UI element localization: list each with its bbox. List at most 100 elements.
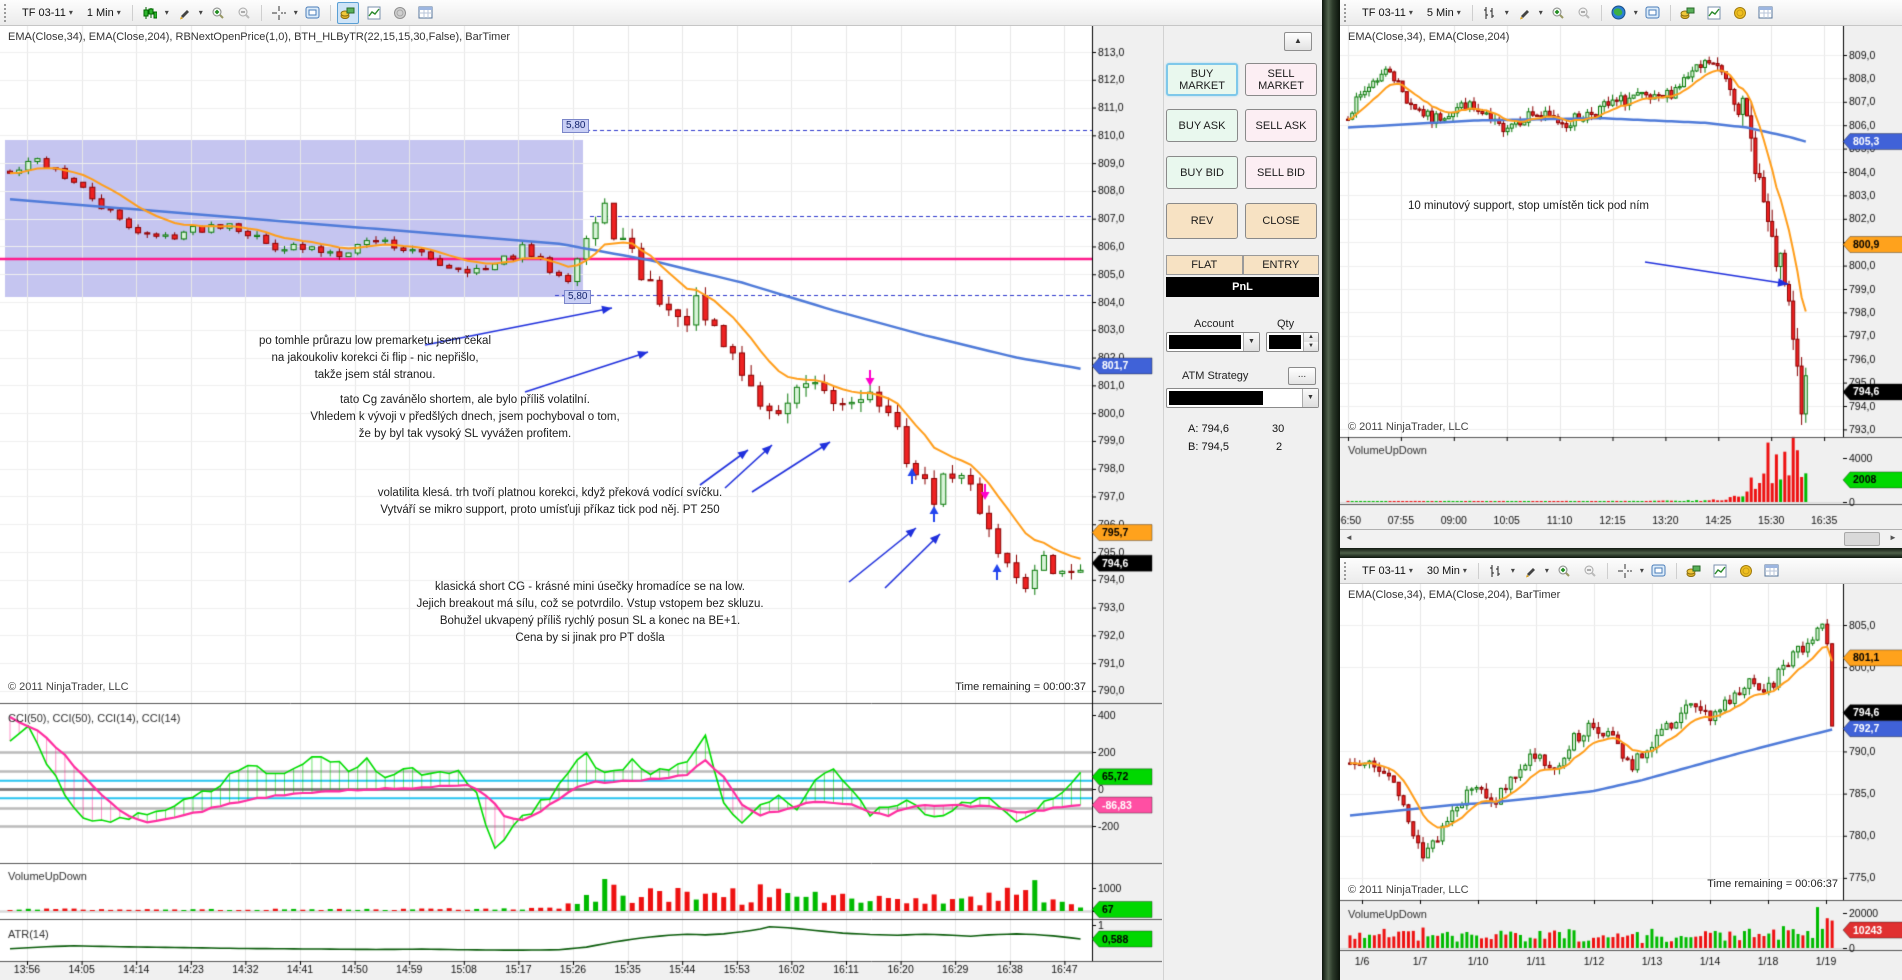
chart-style-icon[interactable] [1479,2,1501,24]
copyright-watermark: © 2011 NinjaTrader, LLC [1348,884,1469,896]
bid-price: B: 794,5 [1188,441,1229,453]
left-chart-window: TF 03-11 ▾ 1 Min ▾ ▾ ▾ ▾ EMA(Close,34), EM… [0,0,1322,980]
left-chart-toolbar: TF 03-11 ▾ 1 Min ▾ ▾ ▾ ▾ [0,0,1322,26]
instrument-selector[interactable]: TF 03-11 ▾ [17,4,78,22]
chevron-down-icon[interactable]: ▾ [293,8,298,17]
chevron-down-icon[interactable]: ▾ [1538,8,1543,17]
scroll-right-icon[interactable]: ► [1889,533,1897,542]
chevron-down-icon[interactable]: ▾ [164,8,169,17]
buy-market-button[interactable]: BUY MARKET [1166,63,1238,96]
chevron-down-icon[interactable]: ▾ [198,8,203,17]
bid-size: 2 [1276,441,1283,453]
crosshair-icon[interactable] [1614,560,1636,582]
indicator-label: EMA(Close,34), EMA(Close,204), BarTimer [1348,589,1561,601]
chevron-down-icon: ▾ [1462,566,1467,575]
chevron-down-icon[interactable]: ▾ [1544,566,1549,575]
close-position-button[interactable]: CLOSE [1245,203,1317,239]
chevron-down-icon[interactable]: ▾ [1510,566,1515,575]
instrument-label: TF 03-11 [22,6,66,19]
grid-properties-icon[interactable] [1755,2,1777,24]
chevron-down-icon: ▾ [68,8,73,17]
zoom-out-icon[interactable] [1579,560,1601,582]
region-zoom-icon[interactable] [302,2,324,24]
buy-ask-button[interactable]: BUY ASK [1166,109,1238,142]
coin-icon[interactable] [1735,560,1757,582]
account-selector[interactable]: ▼ [1166,332,1260,352]
sell-market-button[interactable]: SELL MARKET [1245,63,1317,96]
spinner-down-icon[interactable]: ▼ [1304,342,1318,351]
crosshair-icon[interactable] [268,2,290,24]
chevron-down-icon[interactable]: ▼ [1243,333,1259,351]
chart-trader-icon[interactable] [1677,2,1699,24]
interval-label: 1 Min [86,6,114,19]
zoom-in-icon[interactable] [1547,2,1569,24]
indicator-label: EMA(Close,34), EMA(Close,204), RBNextOpe… [8,31,511,43]
price-chart-canvas-1min[interactable] [0,26,1162,980]
annotation-premarket: po tomhle průrazu low premarketu jsem če… [258,335,492,381]
account-value-redacted [1169,335,1241,349]
coin-icon[interactable] [1729,2,1751,24]
data-series-icon[interactable] [1703,2,1725,24]
position-state-flat: FLAT [1166,255,1243,275]
bottom-right-toolbar: TF 03-11 ▾ 30 Min ▾ ▾ ▾ ▾ [1340,558,1902,584]
chevron-down-icon[interactable]: ▾ [1639,566,1644,575]
scrollbar-thumb[interactable] [1844,532,1880,546]
atm-strategy-options-button[interactable]: ... [1288,367,1316,385]
drawing-tools-icon[interactable] [173,2,195,24]
grid-properties-icon[interactable] [1761,560,1783,582]
interval-selector[interactable]: 1 Min ▾ [82,4,126,22]
chart-trader-panel: ▲ BUY MARKET SELL MARKET BUY ASK SELL AS… [1163,26,1320,980]
toolbar-grip[interactable] [1344,561,1351,580]
globe-icon[interactable] [1608,2,1630,24]
price-chart-canvas-30min[interactable] [1340,584,1902,980]
qty-label: Qty [1277,318,1295,330]
sell-bid-button[interactable]: SELL BID [1245,156,1317,189]
data-series-icon[interactable] [1709,560,1731,582]
toolbar-grip[interactable] [4,3,11,22]
coin-icon[interactable] [389,2,411,24]
chevron-down-icon[interactable]: ▼ [1302,389,1318,407]
interval-selector[interactable]: 30 Min ▾ [1422,562,1472,580]
chevron-down-icon[interactable]: ▾ [1633,8,1638,17]
chart-style-icon[interactable] [1485,560,1507,582]
annotation-cg-short: tato Cg zavánělo shortem, ale bylo příli… [310,394,620,440]
region-zoom-icon[interactable] [1642,2,1664,24]
interval-label: 5 Min [1426,6,1454,19]
grid-properties-icon[interactable] [415,2,437,24]
data-series-icon[interactable] [363,2,385,24]
sell-ask-button[interactable]: SELL ASK [1245,109,1317,142]
copyright-watermark: © 2011 NinjaTrader, LLC [8,681,129,693]
buy-bid-button[interactable]: BUY BID [1166,156,1238,189]
chevron-down-icon: ▾ [116,8,121,17]
drawing-tools-icon[interactable] [1513,2,1535,24]
reverse-button[interactable]: REV [1166,203,1238,239]
interval-selector[interactable]: 5 Min ▾ [1422,4,1466,22]
instrument-selector[interactable]: TF 03-11 ▾ [1357,4,1418,22]
horizontal-scrollbar[interactable]: ◄ ► [1340,529,1902,546]
zoom-in-icon[interactable] [207,2,229,24]
zoom-in-icon[interactable] [1553,560,1575,582]
toolbar-grip[interactable] [1344,3,1351,22]
annotation-short-cg: klasická short CG - krásné mini úsečky h… [416,581,764,644]
chevron-down-icon[interactable]: ▾ [1504,8,1509,17]
chevron-up-icon: ▲ [1294,36,1302,45]
qty-value-redacted [1269,335,1301,349]
quantity-stepper[interactable]: ▲ ▼ [1266,332,1319,352]
zoom-out-icon[interactable] [1573,2,1595,24]
chart-trader-icon[interactable] [1683,560,1705,582]
atm-strategy-selector[interactable]: ▼ [1166,388,1319,408]
chart-style-icon[interactable] [139,2,161,24]
interval-label: 30 Min [1426,564,1460,577]
scroll-left-icon[interactable]: ◄ [1345,533,1353,542]
instrument-selector[interactable]: TF 03-11 ▾ [1357,562,1418,580]
premarket-range-low-label: 5,80 [564,290,592,304]
spinner-up-icon[interactable]: ▲ [1304,333,1318,342]
annotation-micro-support: volatilita klesá. trh tvoří platnou kore… [377,487,723,516]
price-chart-canvas-5min[interactable] [1340,26,1902,548]
zoom-out-icon[interactable] [233,2,255,24]
chart-trader-icon[interactable] [336,1,359,24]
drawing-tools-icon[interactable] [1519,560,1541,582]
collapse-panel-button[interactable]: ▲ [1284,32,1312,51]
region-zoom-icon[interactable] [1648,560,1670,582]
